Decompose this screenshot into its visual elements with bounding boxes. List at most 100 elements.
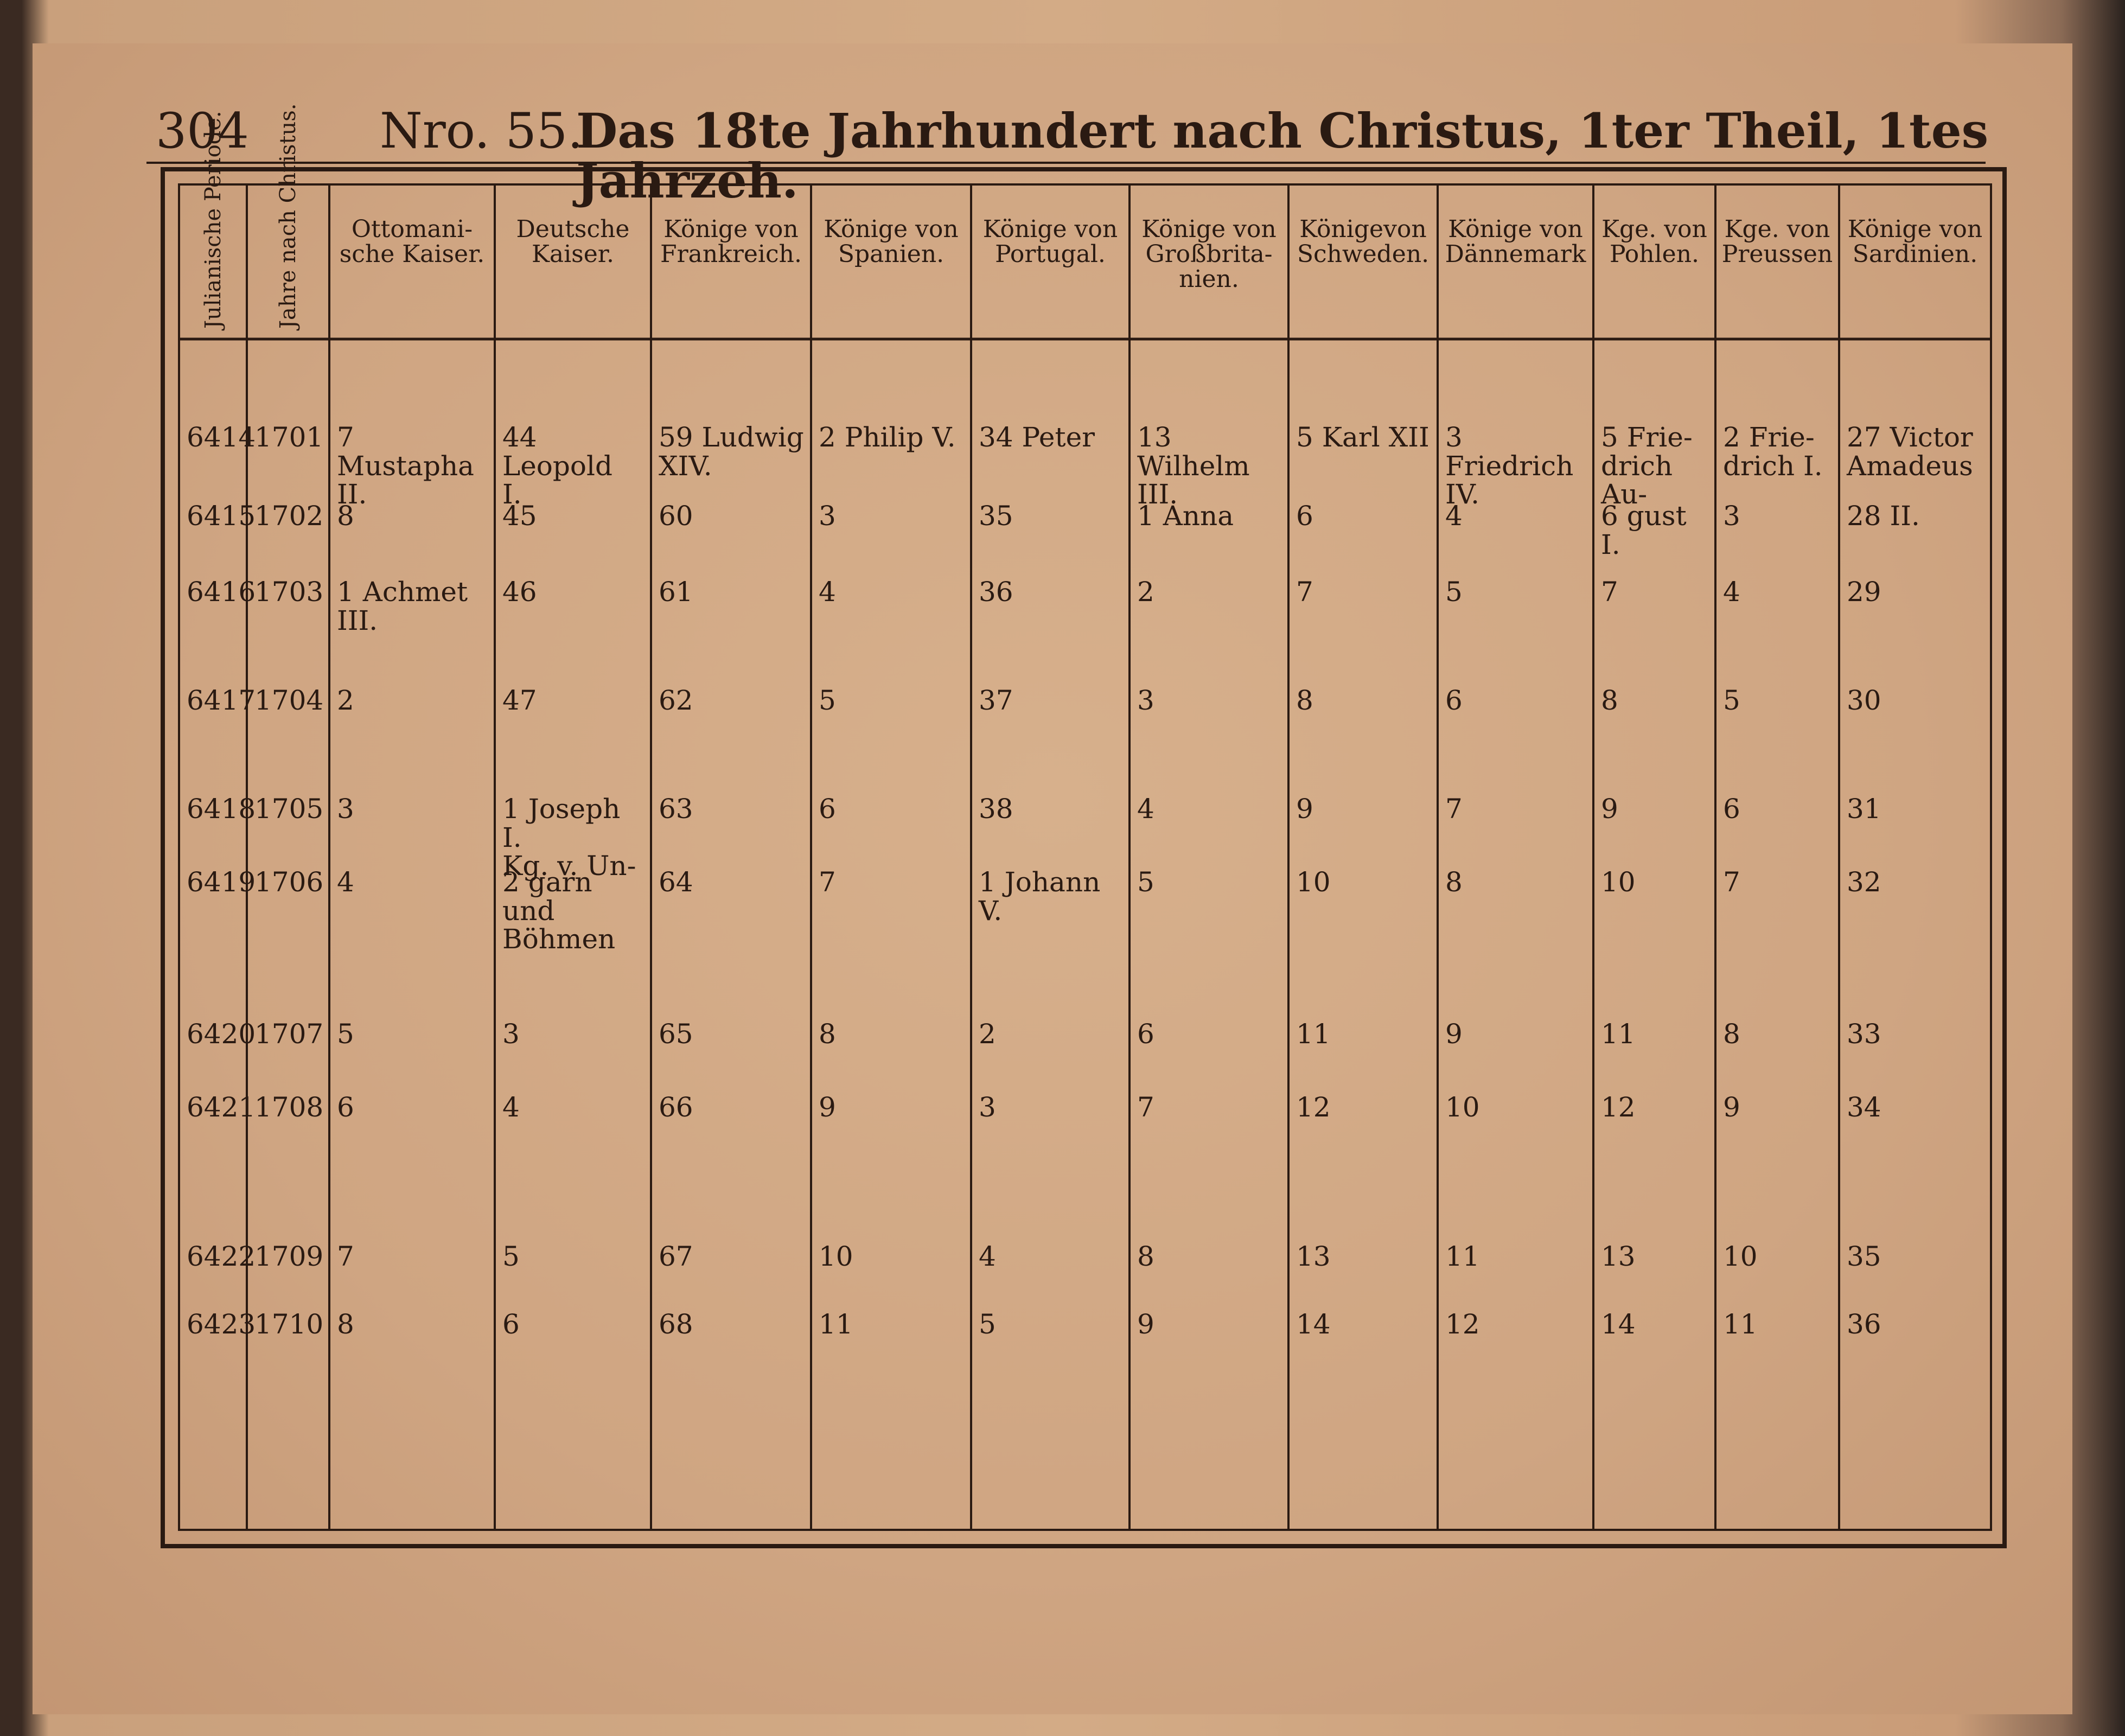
column-header: Deutsche Kaiser. bbox=[516, 215, 630, 269]
page-number: 304 bbox=[156, 103, 249, 159]
table-cell: 46 bbox=[502, 576, 537, 608]
table-cell: 7 bbox=[1723, 866, 1740, 898]
table-cell: 10 bbox=[1296, 866, 1331, 898]
table-cell: 7 Mustapha II. bbox=[337, 422, 474, 510]
table-cell: 8 bbox=[1445, 866, 1463, 898]
table-cell: 6421 bbox=[187, 1092, 256, 1123]
table-cell: 4 bbox=[502, 1092, 520, 1123]
column-header: Jahre nach Christus. bbox=[276, 103, 301, 329]
table-cell: 35 bbox=[1847, 1241, 1881, 1272]
table-cell: 1707 bbox=[254, 1018, 324, 1050]
page-title: Das 18te Jahrhundert nach Christus, 1ter… bbox=[576, 103, 1989, 209]
table-cell: 5 bbox=[819, 685, 836, 716]
column-header: Königevon Schweden. bbox=[1297, 215, 1430, 269]
table-cell: 13 Wilhelm III. bbox=[1137, 422, 1250, 510]
table-cell: 1706 bbox=[254, 866, 324, 898]
table-cell: 6 bbox=[1723, 793, 1740, 825]
table-cell: 9 bbox=[1445, 1018, 1463, 1050]
table-cell: 10 bbox=[1723, 1241, 1758, 1272]
table-cell: 29 bbox=[1847, 576, 1881, 608]
table-cell: 2 bbox=[1137, 576, 1154, 608]
table-cell: 7 bbox=[1296, 576, 1313, 608]
outer-frame bbox=[161, 167, 2007, 1548]
column-header: Julianische Periode. bbox=[200, 111, 226, 329]
table-cell: 11 bbox=[1296, 1018, 1331, 1050]
table-cell: 7 bbox=[1445, 793, 1463, 825]
table-cell: 14 bbox=[1296, 1309, 1331, 1340]
table-cell: 37 bbox=[979, 685, 1013, 716]
table-cell: 4 bbox=[1137, 793, 1154, 825]
table-cell: 8 bbox=[337, 500, 354, 532]
table-cell: 36 bbox=[1847, 1309, 1881, 1340]
table-cell: 61 bbox=[659, 576, 693, 608]
column-header: Ottomani- sche Kaiser. bbox=[339, 215, 485, 269]
table-cell: 67 bbox=[659, 1241, 693, 1272]
table-cell: 5 bbox=[337, 1018, 354, 1050]
table-cell: 3 bbox=[1723, 500, 1740, 532]
table-cell: 5 bbox=[979, 1309, 996, 1340]
table-cell: 32 bbox=[1847, 866, 1881, 898]
table-cell: 6420 bbox=[187, 1018, 256, 1050]
table-cell: 28 II. bbox=[1847, 500, 1920, 532]
table-cell: 30 bbox=[1847, 685, 1881, 716]
table-cell: 9 bbox=[1137, 1309, 1154, 1340]
table-cell: 5 bbox=[502, 1241, 520, 1272]
table-cell: 6 bbox=[819, 793, 836, 825]
table-cell: 33 bbox=[1847, 1018, 1881, 1050]
table-cell: 1 Anna bbox=[1137, 500, 1234, 532]
table-cell: 1701 bbox=[254, 422, 324, 453]
table-cell: 1709 bbox=[254, 1241, 324, 1272]
table-cell: 1708 bbox=[254, 1092, 324, 1123]
table-cell: 11 bbox=[819, 1309, 853, 1340]
table-cell: 10 bbox=[819, 1241, 853, 1272]
table-cell: 11 bbox=[1723, 1309, 1758, 1340]
table-cell: 35 bbox=[979, 500, 1013, 532]
table-cell: 3 Friedrich IV. bbox=[1445, 422, 1574, 510]
table-cell: 6 bbox=[1296, 500, 1313, 532]
table-cell: 64 bbox=[659, 866, 693, 898]
table-cell: 2 Philip V. bbox=[819, 422, 956, 453]
column-header: Könige von Sardinien. bbox=[1847, 215, 1983, 269]
table-cell: 44 Leopold I. bbox=[502, 422, 613, 510]
table-cell: 8 bbox=[1137, 1241, 1154, 1272]
table-cell: 14 bbox=[1601, 1309, 1636, 1340]
table-cell: 6419 bbox=[187, 866, 256, 898]
table-cell: 60 bbox=[659, 500, 693, 532]
table-cell: 4 bbox=[819, 576, 836, 608]
table-cell: 1703 bbox=[254, 576, 324, 608]
table-cell: 11 bbox=[1601, 1018, 1636, 1050]
table-cell: 9 bbox=[1296, 793, 1313, 825]
table-cell: 6423 bbox=[187, 1309, 256, 1340]
table-cell: 3 bbox=[502, 1018, 520, 1050]
table-cell: 9 bbox=[819, 1092, 836, 1123]
table-cell: 9 bbox=[1723, 1092, 1740, 1123]
table-cell: 8 bbox=[337, 1309, 354, 1340]
table-cell: 7 bbox=[1137, 1092, 1154, 1123]
table-cell: 63 bbox=[659, 793, 693, 825]
table-cell: 34 Peter bbox=[979, 422, 1095, 453]
table-cell: 2 bbox=[979, 1018, 996, 1050]
table-cell: 1 Joseph I. Kg. v. Un- bbox=[502, 793, 636, 882]
table-cell: 2 Frie- drich I. bbox=[1723, 422, 1823, 482]
table-cell: 5 bbox=[1445, 576, 1463, 608]
table-cell: 7 bbox=[1601, 576, 1618, 608]
table-cell: 6415 bbox=[187, 500, 256, 532]
table-cell: 1 Johann V. bbox=[979, 866, 1101, 927]
column-header: Könige von Großbrita- nien. bbox=[1141, 215, 1277, 293]
column-header: Kge. von Pohlen. bbox=[1601, 215, 1707, 269]
table-cell: 6 bbox=[1445, 685, 1463, 716]
table-cell: 5 Karl XII bbox=[1296, 422, 1430, 453]
table-cell: 1702 bbox=[254, 500, 324, 532]
table-cell: 7 bbox=[819, 866, 836, 898]
table-cell: 4 bbox=[1445, 500, 1463, 532]
table-cell: 12 bbox=[1445, 1309, 1480, 1340]
table-cell: 1705 bbox=[254, 793, 324, 825]
table-cell: 12 bbox=[1601, 1092, 1636, 1123]
table-cell: 65 bbox=[659, 1018, 693, 1050]
table-cell: 6418 bbox=[187, 793, 256, 825]
table-cell: 66 bbox=[659, 1092, 693, 1123]
table-cell: 6 gust I. bbox=[1601, 500, 1687, 560]
table-cell: 68 bbox=[659, 1309, 693, 1340]
